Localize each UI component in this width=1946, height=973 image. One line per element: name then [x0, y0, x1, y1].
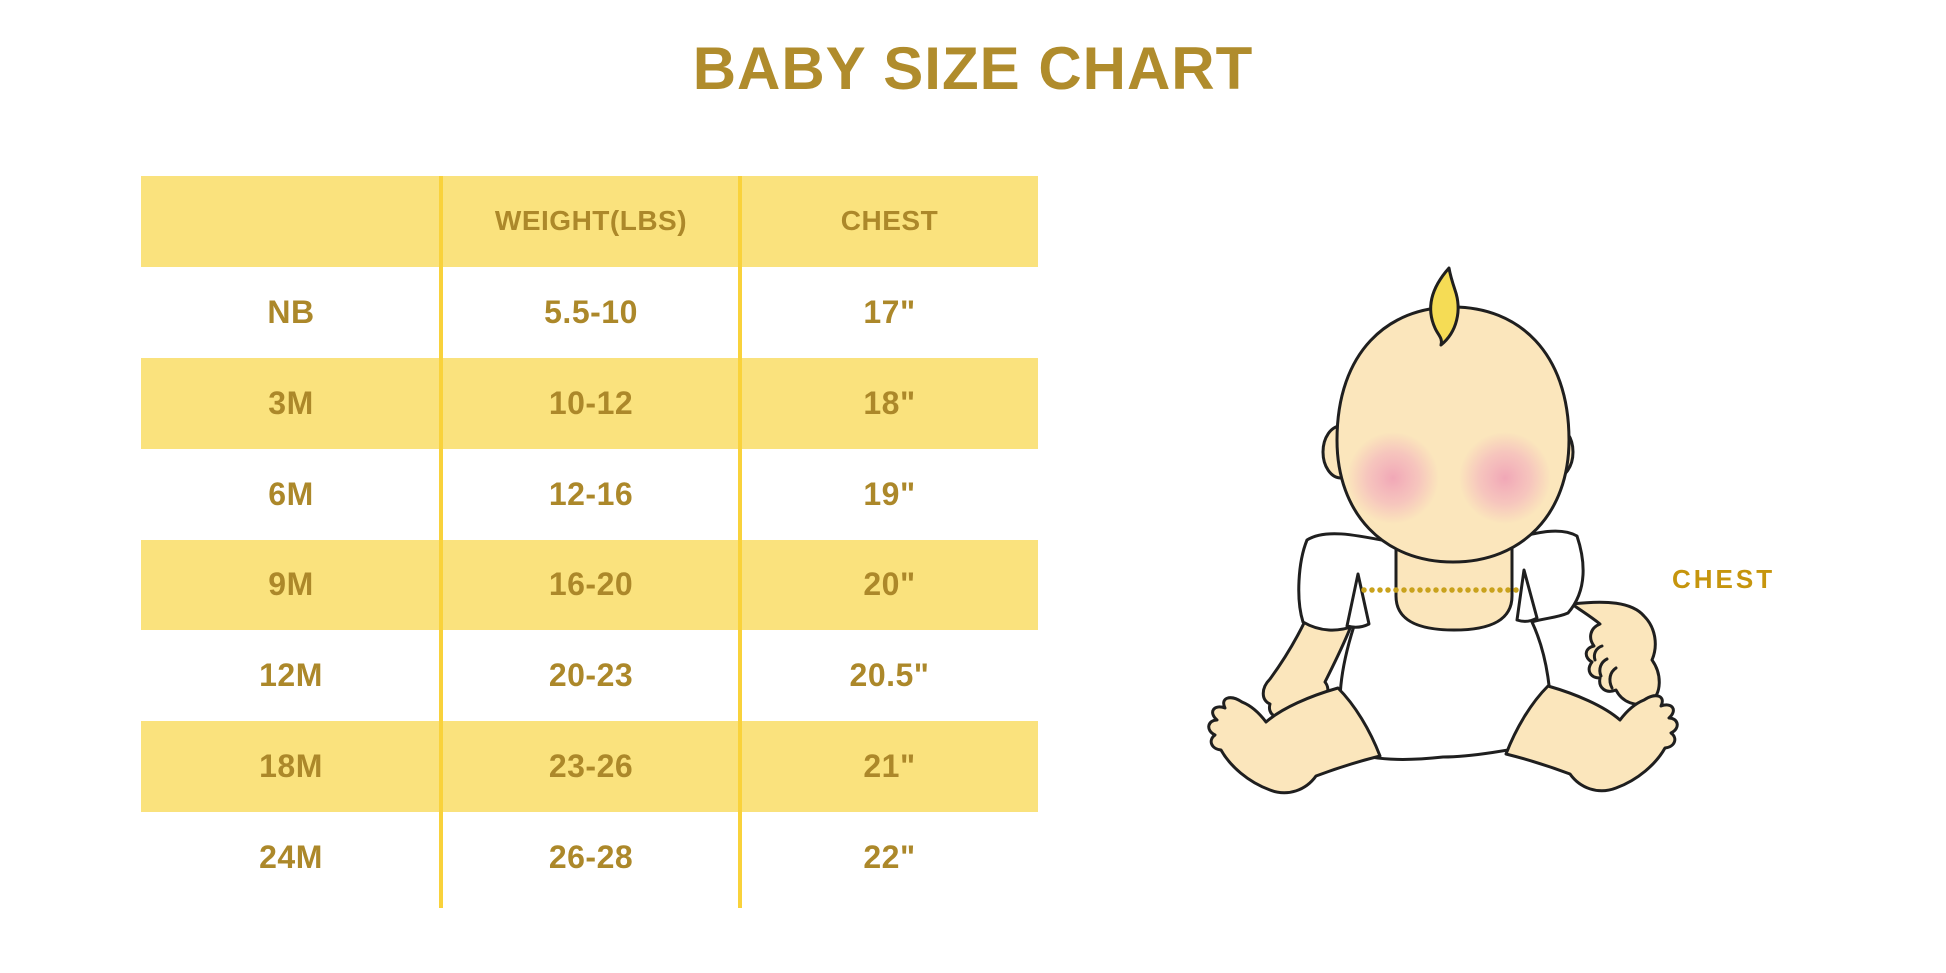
table-row: 9M 16-20 20" [141, 539, 1038, 631]
cell-size: 12M [259, 657, 323, 694]
baby-leg-right [1504, 684, 1679, 793]
cell-chest: 17" [863, 293, 916, 330]
cell-weight: 20-23 [548, 657, 634, 694]
cell-chest: 22" [863, 839, 916, 876]
cell-chest: 21" [863, 748, 916, 785]
baby-blush-right [1459, 432, 1551, 524]
baby-neck [1394, 541, 1514, 632]
cell-weight: 23-26 [548, 748, 634, 785]
baby-armpit-notch-right [1515, 568, 1539, 623]
baby-arm-right [1570, 600, 1661, 706]
baby-leg-left [1207, 686, 1382, 795]
cell-size: 6M [268, 475, 314, 512]
column-divider-2 [738, 176, 742, 908]
column-header-chest: CHEST [840, 205, 939, 237]
cell-chest: 20.5" [849, 657, 930, 694]
baby-armpit-notch-left [1345, 572, 1371, 629]
size-table-rows: WEIGHT(LBS) CHEST NB 5.5-10 17" 3M 10-12… [141, 176, 1038, 903]
table-row: 24M 26-28 22" [141, 812, 1038, 903]
cell-size: 3M [268, 384, 314, 421]
chest-measurement-label: CHEST [1672, 564, 1776, 594]
baby-blush-left [1347, 432, 1439, 524]
table-row: 18M 23-26 21" [141, 721, 1038, 813]
table-row: 3M 10-12 18" [141, 357, 1038, 449]
cell-weight: 26-28 [548, 839, 634, 876]
cell-weight: 16-20 [548, 566, 634, 603]
cell-weight: 5.5-10 [544, 293, 638, 330]
size-table: WEIGHT(LBS) CHEST NB 5.5-10 17" 3M 10-12… [141, 176, 1038, 908]
baby-fist-finger-lines [1592, 644, 1618, 690]
table-row: NB 5.5-10 17" [141, 267, 1038, 358]
cell-weight: 12-16 [548, 475, 634, 512]
baby-head [1335, 305, 1571, 564]
cell-weight: 10-12 [548, 384, 634, 421]
cell-size: 18M [259, 748, 323, 785]
baby-illustration [1207, 266, 1679, 795]
table-header-row: WEIGHT(LBS) CHEST [141, 176, 1038, 267]
table-row: 6M 12-16 19" [141, 449, 1038, 540]
cell-chest: 18" [863, 384, 916, 421]
column-divider-1 [439, 176, 443, 908]
table-row: 12M 20-23 20.5" [141, 630, 1038, 721]
cell-chest: 20" [863, 566, 916, 603]
page-title: BABY SIZE CHART [692, 35, 1254, 102]
column-header-size [141, 176, 441, 267]
cell-chest: 19" [863, 475, 916, 512]
column-header-weight: WEIGHT(LBS) [494, 205, 688, 237]
cell-size: 24M [259, 839, 323, 876]
cell-size: 9M [268, 566, 314, 603]
cell-size: NB [267, 293, 315, 330]
baby-hair-curl [1429, 266, 1460, 347]
